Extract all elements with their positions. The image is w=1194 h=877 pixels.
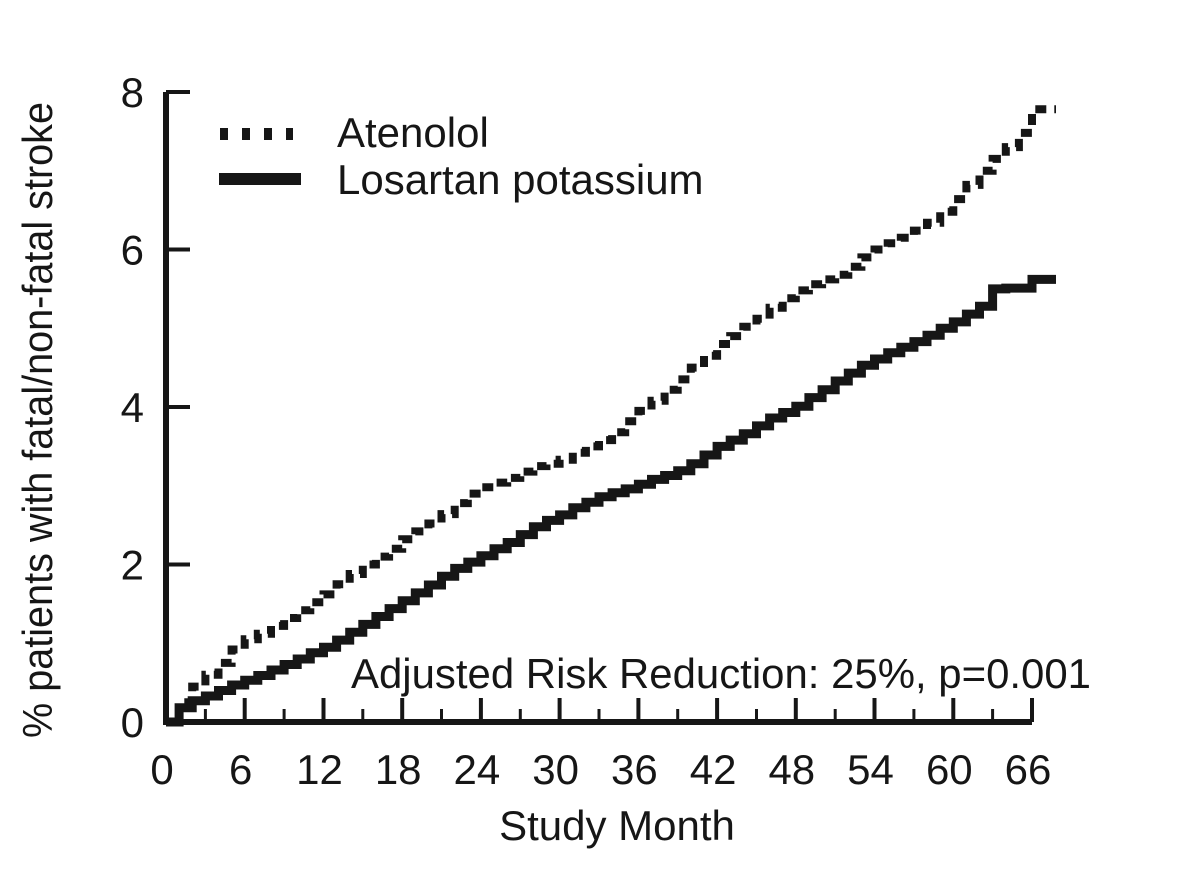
x-tick-label: 42 xyxy=(690,746,737,793)
legend-label-losartan: Losartan potassium xyxy=(337,156,704,203)
x-tick-label: 54 xyxy=(847,746,894,793)
y-tick-label: 2 xyxy=(121,542,144,589)
legend: Atenolol Losartan potassium xyxy=(219,109,704,203)
series-curve-losartan-potassium xyxy=(166,274,1056,727)
risk-reduction-annotation: Adjusted Risk Reduction: 25%, p=0.001 xyxy=(351,650,1091,697)
y-tick-label: 8 xyxy=(121,69,144,116)
y-tick-label: 0 xyxy=(121,699,144,746)
x-tick-label: 0 xyxy=(150,746,173,793)
x-axis-title: Study Month xyxy=(499,802,735,849)
x-tick-label: 48 xyxy=(768,746,815,793)
y-tick-label: 6 xyxy=(121,227,144,274)
legend-label-atenolol: Atenolol xyxy=(337,109,489,156)
x-tick-label: 66 xyxy=(1005,746,1052,793)
x-tick-label: 6 xyxy=(229,746,252,793)
x-tick-label: 36 xyxy=(611,746,658,793)
x-tick-label: 60 xyxy=(926,746,973,793)
y-axis-title: % patients with fatal/non-fatal stroke xyxy=(14,102,61,738)
series-layer xyxy=(166,105,1056,727)
x-tick-label: 24 xyxy=(454,746,501,793)
series-curve-atenolol xyxy=(166,105,1056,726)
x-tick-label: 18 xyxy=(375,746,422,793)
x-tick-label: 30 xyxy=(532,746,579,793)
y-tick-label: 4 xyxy=(121,384,144,431)
x-tick-label: 12 xyxy=(296,746,343,793)
